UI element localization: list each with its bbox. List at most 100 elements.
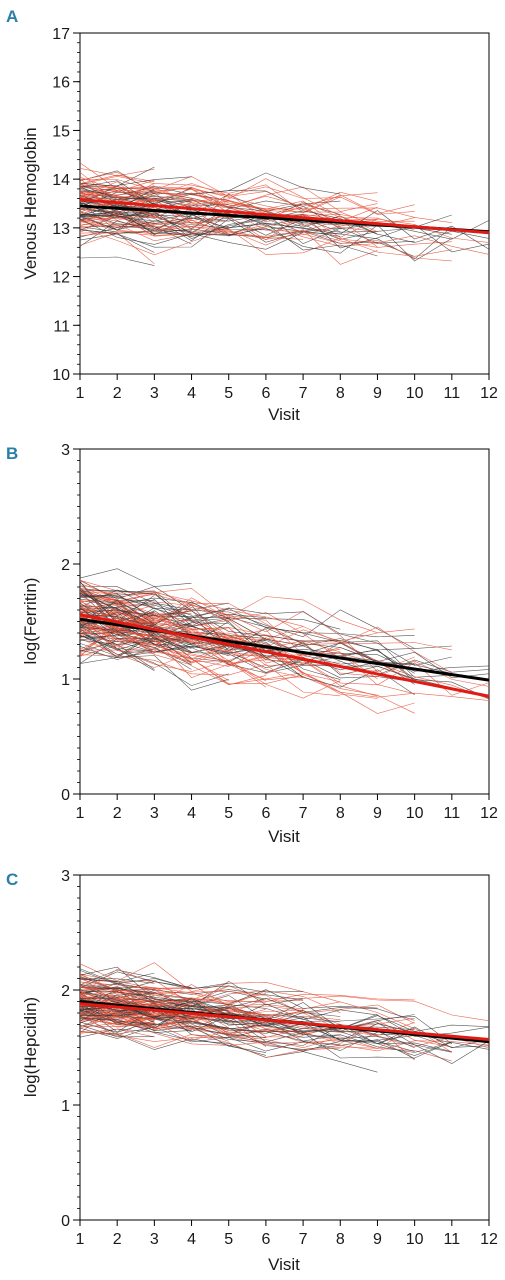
trajectory-line xyxy=(79,627,341,680)
trajectory-line xyxy=(79,994,341,1023)
trajectory-line xyxy=(79,168,155,177)
trajectory-line xyxy=(79,654,341,697)
y-tick-label: 1 xyxy=(61,1098,70,1115)
y-tick-label: 12 xyxy=(52,270,70,287)
x-tick-label: 11 xyxy=(444,1231,461,1248)
trajectory-line xyxy=(79,1028,155,1038)
trajectory-line xyxy=(79,977,155,984)
x-tick-label: 5 xyxy=(224,805,233,822)
trajectory-line xyxy=(79,621,490,699)
trajectory-line xyxy=(79,256,155,266)
y-tick-label: 2 xyxy=(61,557,70,574)
trajectory-line xyxy=(79,1010,267,1037)
trajectory-line xyxy=(79,211,304,240)
x-tick-label: 12 xyxy=(480,1231,498,1248)
panel-b-fit-lines xyxy=(79,613,490,698)
x-tick-label: 3 xyxy=(150,385,159,402)
trajectory-line xyxy=(79,583,415,634)
trajectory-line xyxy=(79,1015,266,1056)
trajectory-line xyxy=(79,1032,341,1058)
trajectory-line xyxy=(79,589,155,602)
trajectory-line xyxy=(79,213,341,245)
trajectory-line xyxy=(79,585,304,627)
x-tick-label: 12 xyxy=(480,385,498,402)
trajectory-line xyxy=(79,614,415,671)
trajectory-line xyxy=(79,1001,304,1023)
trajectory-line xyxy=(79,162,341,199)
x-tick-label: 8 xyxy=(336,1231,345,1248)
trajectory-line xyxy=(79,628,192,658)
trajectory-line xyxy=(79,1011,155,1026)
trajectory-line xyxy=(79,629,266,666)
trajectory-line xyxy=(79,186,304,210)
panel-a-trajectories xyxy=(79,162,490,266)
x-tick-label: 8 xyxy=(336,385,345,402)
y-tick-label: 1 xyxy=(61,672,70,689)
trajectory-line xyxy=(79,607,155,625)
trajectory-line xyxy=(79,593,155,621)
x-tick-label: 6 xyxy=(261,385,270,402)
x-tick-label: 5 xyxy=(224,1231,233,1248)
trajectory-line xyxy=(79,588,229,622)
panel-c-y-axis-title: log(Hepcidin) xyxy=(21,997,40,1097)
x-tick-label: 11 xyxy=(444,805,461,822)
trajectory-line xyxy=(79,198,229,227)
trajectory-line xyxy=(79,998,452,1053)
x-tick-label: 1 xyxy=(76,805,85,822)
trajectory-line xyxy=(79,978,415,1021)
trajectory-line xyxy=(79,984,192,999)
x-tick-label: 8 xyxy=(336,805,345,822)
y-tick-label: 3 xyxy=(61,868,70,885)
trajectory-line xyxy=(79,1014,415,1052)
x-tick-label: 3 xyxy=(150,1231,159,1248)
trajectory-line xyxy=(79,634,415,714)
x-tick-label: 4 xyxy=(187,385,196,402)
panel-c-y-axis: 0 1 2 3 xyxy=(61,868,80,1230)
trajectory-line xyxy=(79,1011,266,1053)
trajectory-line xyxy=(79,589,341,630)
trajectory-line xyxy=(79,568,192,587)
trajectory-line xyxy=(79,637,229,681)
x-tick-label: 9 xyxy=(373,1231,382,1248)
trajectory-line xyxy=(79,174,155,184)
panel-b-y-axis: 0 1 2 3 xyxy=(61,442,80,804)
trajectory-line xyxy=(79,207,304,226)
panel-a-fit-lines xyxy=(79,198,490,235)
y-tick-label: 17 xyxy=(52,26,70,43)
x-tick-label: 5 xyxy=(224,385,233,402)
trajectory-line xyxy=(79,176,192,188)
panel-b-y-axis-title: log(Ferritin) xyxy=(21,578,40,665)
x-tick-label: 11 xyxy=(444,385,461,402)
trajectory-line xyxy=(79,224,192,242)
panel-b-x-axis: 1 2 3 4 5 6 7 8 9 10 11 12 xyxy=(76,794,498,822)
trajectory-line xyxy=(79,220,155,247)
trajectory-line xyxy=(79,994,304,1024)
x-tick-label: 12 xyxy=(480,805,498,822)
trajectory-line xyxy=(79,202,192,232)
trajectory-line xyxy=(79,968,155,995)
panel-a-letter: A xyxy=(6,7,18,26)
panel-c-x-axis-title: Visit xyxy=(268,1255,300,1274)
x-tick-label: 10 xyxy=(406,385,424,402)
trajectory-line xyxy=(79,990,415,1032)
y-tick-label: 15 xyxy=(52,123,70,140)
trajectory-line xyxy=(79,214,452,262)
trajectory-line xyxy=(79,615,266,657)
y-tick-label: 13 xyxy=(52,221,70,238)
trajectory-line xyxy=(79,624,155,640)
trajectory-line xyxy=(79,655,229,691)
trajectory-line xyxy=(79,227,452,257)
trajectory-line xyxy=(79,981,192,989)
panel-b-trajectories xyxy=(79,568,490,714)
x-tick-label: 1 xyxy=(76,385,85,402)
trajectory-line xyxy=(79,593,229,619)
x-tick-label: 9 xyxy=(373,805,382,822)
x-tick-label: 10 xyxy=(406,805,424,822)
trajectory-line xyxy=(79,187,192,212)
fit-line-fit-b xyxy=(79,198,490,235)
x-tick-label: 7 xyxy=(299,1231,308,1248)
panel-c-letter: C xyxy=(6,870,18,889)
fit-line-fit-b xyxy=(79,613,490,698)
trajectory-line xyxy=(79,978,229,1005)
